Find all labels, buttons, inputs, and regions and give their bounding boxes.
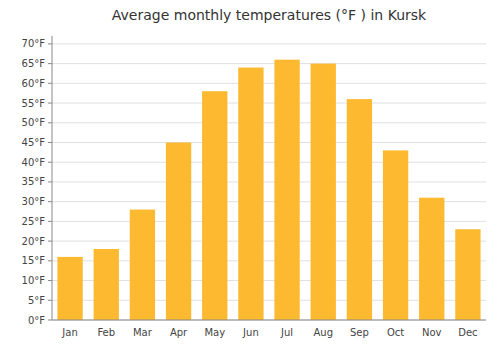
y-tick [48,63,52,64]
x-tick-label: Sep [350,327,369,338]
y-tick [48,142,52,143]
y-tick [48,201,52,202]
y-tick [48,320,52,321]
grid-line [52,63,486,64]
y-tick [48,103,52,104]
bar [166,143,191,321]
x-axis: Jan Feb Mar Apr May Jun Jul Aug Sep Oct Nov Dec [52,320,486,338]
x-tick-label: Mar [133,327,153,338]
bar [274,60,299,320]
y-tick-label: 40°F [22,157,46,168]
grid [52,44,486,320]
x-tick-label: Dec [458,327,477,338]
y-tick-label: 35°F [22,176,46,187]
x-tick-label: Jan [61,327,77,338]
bar [94,249,119,320]
y-tick-label: 60°F [22,78,46,89]
x-tick-label: May [204,327,225,338]
bar [419,198,444,320]
y-tick [48,162,52,163]
y-tick [48,122,52,123]
grid-line [52,43,486,44]
bar [202,91,227,320]
x-tick-label: Jul [280,327,293,338]
y-tick-label: 0°F [28,315,45,326]
chart: Average monthly temperatures (°F ) in Ku… [0,0,500,350]
y-tick-label: 15°F [22,255,46,266]
bar [383,150,408,320]
y-tick-label: 20°F [22,236,46,247]
bar [130,210,155,320]
y-tick-label: 25°F [22,216,46,227]
grid-line [52,122,486,123]
y-tick-label: 45°F [22,137,46,148]
bar [57,257,82,320]
y-tick [48,83,52,84]
bar [455,229,480,320]
title: Average monthly temperatures (°F ) in Ku… [112,7,427,23]
y-tick [48,260,52,261]
y-tick-label: 50°F [22,117,46,128]
y-tick-label: 55°F [22,98,46,109]
grid-line [52,181,486,182]
y-tick-label: 5°F [28,295,45,306]
bars [57,60,480,320]
x-tick-label: Oct [387,327,404,338]
y-tick [48,300,52,301]
grid-line [52,142,486,143]
grid-line [52,320,486,321]
x-tick-label: Aug [313,327,333,338]
bar [238,68,263,320]
y-tick-label: 10°F [22,275,46,286]
y-tick-label: 65°F [22,58,46,69]
y-tick [48,181,52,182]
bar [311,64,336,320]
grid-line [52,103,486,104]
y-tick [48,241,52,242]
x-tick-label: Jun [242,327,259,338]
y-tick [48,43,52,44]
y-tick-label: 30°F [22,196,46,207]
y-tick [48,221,52,222]
y-tick-label: 70°F [22,38,46,49]
y-axis-line [52,36,53,320]
x-axis-line [52,320,486,321]
x-tick-label: Nov [422,327,442,338]
grid-line [52,83,486,84]
bar [347,99,372,320]
grid-line [52,162,486,163]
y-tick [48,280,52,281]
y-axis: 0°F 5°F 10°F 15°F 20°F 25°F 30°F 35°F 40°F 45°F 50… [22,36,52,326]
x-tick-label: Feb [97,327,115,338]
x-tick-label: Apr [170,327,188,338]
